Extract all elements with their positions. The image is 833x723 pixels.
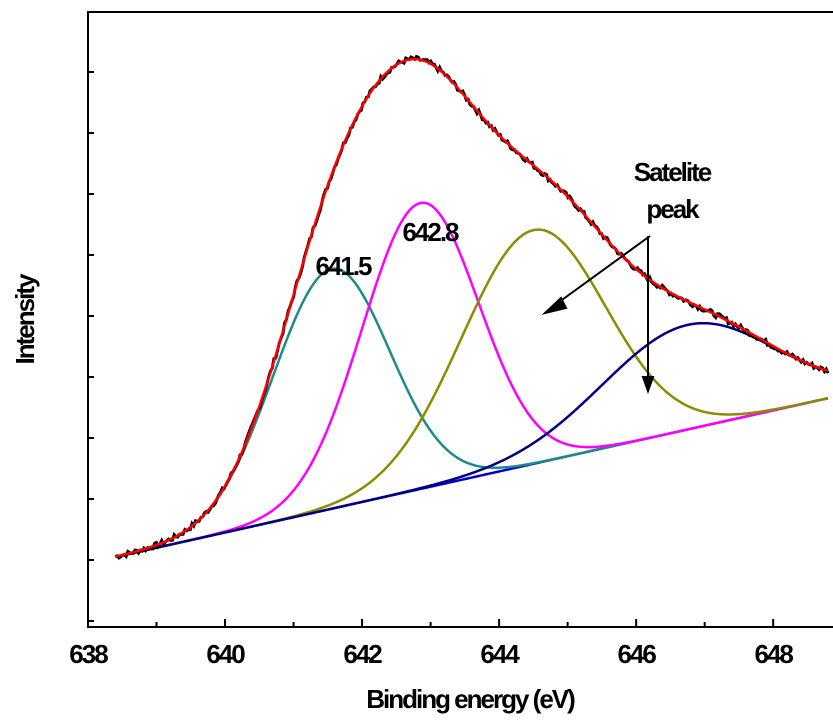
component-peak-4: [115, 321, 829, 559]
plot-frame: [87, 11, 833, 628]
x-tick-label: 638: [69, 639, 108, 669]
peak-label-642-8: 642.8: [402, 217, 459, 247]
arrowhead-olive-peak: [541, 296, 568, 315]
x-axis-label: Binding energy (eV): [366, 684, 575, 714]
x-tick-label: 644: [480, 639, 520, 669]
x-tick-label: 640: [206, 639, 245, 669]
peak-label-641-5: 641.5: [315, 251, 372, 281]
component-peak-1: [115, 267, 829, 558]
curves: [114, 54, 830, 560]
raw-data-line: [114, 54, 830, 560]
x-tick-label: 648: [754, 639, 793, 669]
axes: [87, 11, 833, 628]
arrow-line-to-olive-peak: [554, 235, 651, 306]
component-peak-2: [115, 201, 829, 559]
x-tick-label: 642: [343, 639, 382, 669]
envelope-fit-line: [115, 57, 829, 558]
component-peak-3: [115, 228, 829, 559]
satellite-label-line1: Satelite: [634, 157, 712, 187]
y-axis-label: Intensity: [10, 273, 40, 364]
x-tick-label: 646: [617, 639, 656, 669]
satellite-arrows: [541, 235, 655, 394]
satellite-label-line2: peak: [646, 194, 700, 224]
x-ticks: 638 640 642 644 646 648: [69, 619, 795, 669]
arrowhead-navy-peak: [641, 376, 655, 394]
